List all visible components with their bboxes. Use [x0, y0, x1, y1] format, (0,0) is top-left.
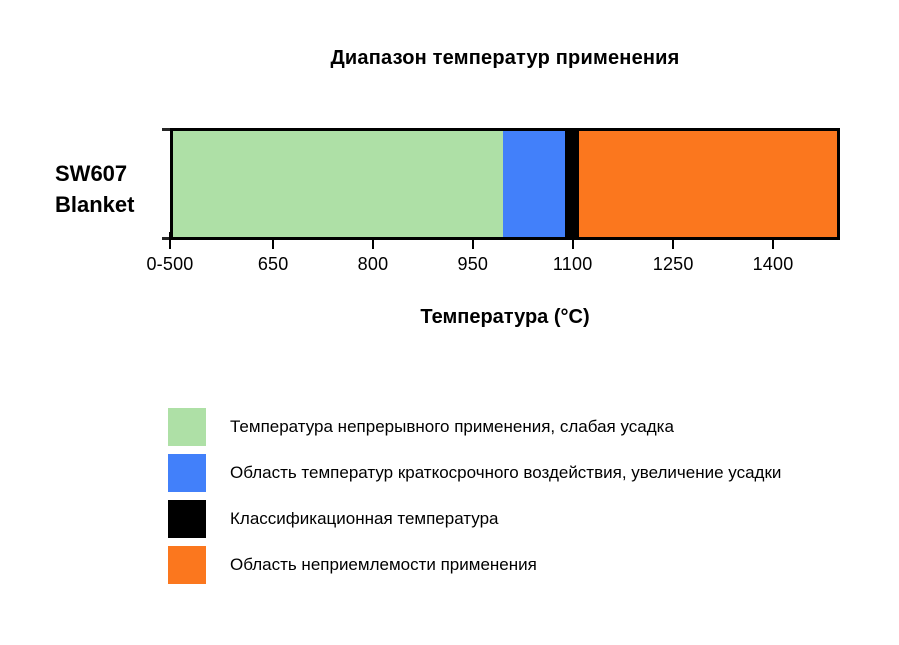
row-label-line1: SW607	[55, 161, 128, 186]
frame-overhang-top	[162, 128, 170, 131]
x-axis-tick	[169, 232, 171, 249]
bar-segment-classification	[565, 131, 579, 237]
frame-overhang-bottom	[162, 237, 170, 240]
x-axis-tick-label: 950	[457, 254, 489, 274]
x-axis-tick-label: 1250	[652, 254, 694, 274]
bar-segment-unacceptable	[578, 131, 837, 237]
x-axis-tick	[571, 240, 574, 249]
x-axis-tick-label: 0-500	[146, 254, 194, 274]
legend-label-continuous-use: Температура непрерывного применения, сла…	[230, 417, 674, 436]
x-axis-tick	[272, 240, 275, 249]
x-axis-title: Температура (°C)	[420, 306, 590, 328]
x-axis-tick-label: 800	[357, 254, 389, 274]
legend-item-unacceptable: Область неприемлемости применения	[168, 546, 781, 584]
legend-swatch-continuous-use	[168, 408, 206, 446]
legend-label-unacceptable: Область неприемлемости применения	[230, 555, 537, 574]
x-axis-tick	[672, 240, 675, 249]
legend-item-classification: Классификационная температура	[168, 500, 781, 538]
row-label-line2: Blanket	[55, 192, 135, 217]
x-axis-tick-labels: 0-500 650 800 950 1100 1250 1400	[146, 254, 840, 276]
legend: Температура непрерывного применения, сла…	[168, 408, 781, 592]
legend-item-short-term: Область температур краткосрочного воздей…	[168, 454, 781, 492]
legend-label-classification: Классификационная температура	[230, 509, 499, 528]
x-axis-tick	[372, 240, 374, 249]
bar-segment-short-term	[503, 131, 566, 237]
x-axis-tick-label: 1400	[752, 254, 794, 274]
x-axis-tick-label: 1100	[552, 254, 593, 274]
legend-swatch-classification	[168, 500, 206, 538]
legend-swatch-short-term	[168, 454, 206, 492]
legend-swatch-unacceptable	[168, 546, 206, 584]
row-label: SW607 Blanket	[55, 158, 134, 220]
legend-label-short-term: Область температур краткосрочного воздей…	[230, 463, 782, 482]
legend-item-continuous-use: Температура непрерывного применения, сла…	[168, 408, 781, 446]
chart-title: Диапазон температур применения	[330, 47, 680, 69]
x-axis-tick	[772, 240, 774, 249]
x-axis-tick-label: 650	[257, 254, 289, 274]
x-axis-ticks	[169, 232, 840, 258]
bar-segment-continuous-use	[173, 131, 503, 237]
x-axis-tick	[471, 240, 474, 249]
stacked-bar	[170, 128, 840, 240]
